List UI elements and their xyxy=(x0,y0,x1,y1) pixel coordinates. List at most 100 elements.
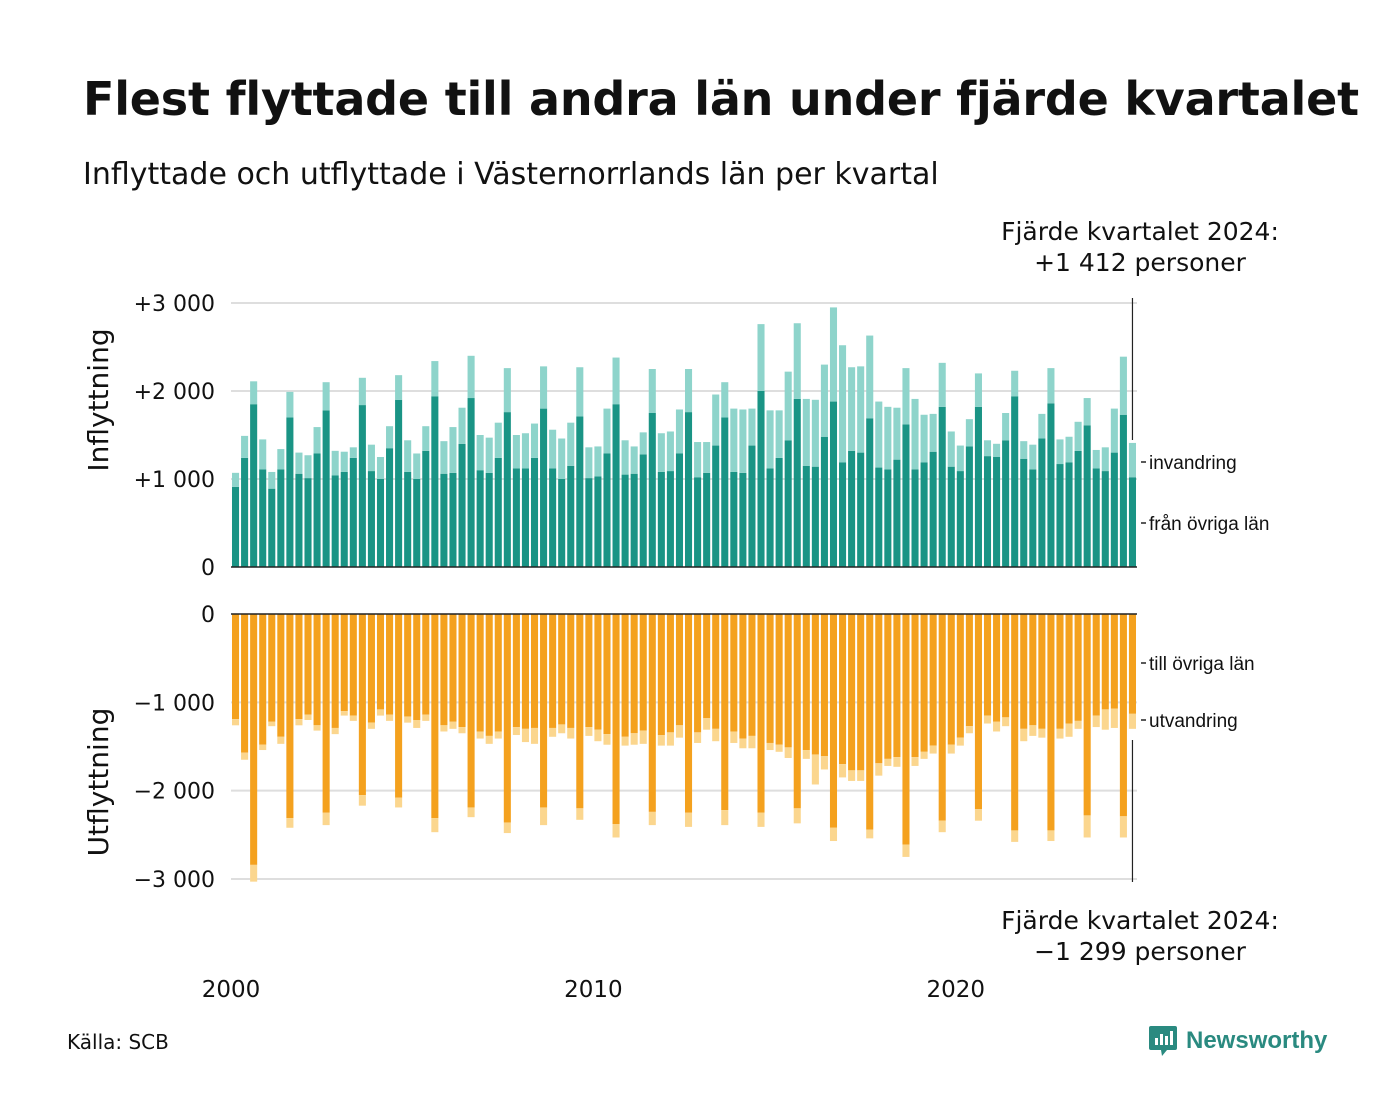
bar-emigration xyxy=(1065,723,1073,737)
bar-to-other-counties xyxy=(820,614,828,757)
chart-title: Flest flyttade till andra län under fjär… xyxy=(83,72,1359,126)
bar-immigration xyxy=(1065,436,1073,463)
bar-emigration xyxy=(413,720,421,728)
bar-to-other-counties xyxy=(431,614,439,819)
inflow-callout-line2: +1 412 personer xyxy=(1034,248,1246,277)
bar-emigration xyxy=(1128,713,1137,729)
bar-to-other-counties xyxy=(521,614,529,729)
outflow-ytick-label: −2 000 xyxy=(134,780,215,805)
bar-from-other-counties xyxy=(829,401,838,567)
bar-immigration xyxy=(1038,413,1046,439)
bar-to-other-counties xyxy=(540,614,548,808)
bar-emigration xyxy=(730,731,738,743)
bar-immigration xyxy=(965,419,973,447)
bar-emigration xyxy=(848,770,856,781)
inflow-ytick-label: 0 xyxy=(201,556,215,581)
bar-immigration xyxy=(295,452,303,474)
bar-emigration xyxy=(630,733,638,745)
bar-to-other-counties xyxy=(621,614,629,737)
bar-from-other-counties xyxy=(983,456,992,567)
bar-emigration xyxy=(657,735,665,746)
bar-emigration xyxy=(675,725,684,738)
bar-from-other-counties xyxy=(775,457,783,567)
bar-from-other-counties xyxy=(386,448,394,567)
bar-to-other-counties xyxy=(1020,614,1028,729)
bar-immigration xyxy=(802,398,810,466)
bar-emigration xyxy=(802,750,810,759)
bar-from-other-counties xyxy=(585,478,593,567)
outflow-callout-line1: Fjärde kvartalet 2024: xyxy=(1001,906,1279,935)
bar-to-other-counties xyxy=(811,614,819,755)
bar-immigration xyxy=(585,447,593,479)
bar-emigration xyxy=(1092,715,1100,728)
bar-immigration xyxy=(558,438,566,479)
bar-emigration xyxy=(811,754,819,785)
bar-to-other-counties xyxy=(277,614,285,737)
bar-from-other-counties xyxy=(1092,468,1100,567)
bar-emigration xyxy=(503,822,511,834)
bar-from-other-counties xyxy=(558,479,566,567)
bar-immigration xyxy=(422,426,430,451)
bar-to-other-counties xyxy=(666,614,674,733)
bar-from-other-counties xyxy=(694,477,702,567)
bar-emigration xyxy=(386,714,394,721)
bar-from-other-counties xyxy=(1029,469,1037,567)
bar-from-other-counties xyxy=(612,404,620,567)
bar-immigration xyxy=(440,441,448,474)
bar-emigration xyxy=(1011,830,1019,842)
bar-from-other-counties xyxy=(857,452,865,567)
bar-immigration xyxy=(1101,447,1109,472)
bar-emigration xyxy=(331,727,339,735)
bar-to-other-counties xyxy=(630,614,638,734)
bar-to-other-counties xyxy=(902,614,910,845)
bar-from-other-counties xyxy=(974,406,982,567)
bar-from-other-counties xyxy=(920,462,928,567)
bar-to-other-counties xyxy=(829,614,838,828)
bar-to-other-counties xyxy=(748,614,756,736)
bar-to-other-counties xyxy=(594,614,602,730)
bar-emigration xyxy=(947,744,955,754)
bar-immigration xyxy=(793,323,801,399)
bar-from-other-counties xyxy=(1083,425,1091,567)
bar-to-other-counties xyxy=(395,614,403,798)
bar-immigration xyxy=(766,410,774,469)
bar-to-other-counties xyxy=(530,614,539,728)
bar-from-other-counties xyxy=(449,472,457,567)
bar-to-other-counties xyxy=(839,614,847,765)
bar-to-other-counties xyxy=(1047,614,1055,831)
bar-from-other-counties xyxy=(911,469,919,567)
bar-to-other-counties xyxy=(603,614,611,735)
bar-immigration xyxy=(286,391,294,418)
bar-to-other-counties xyxy=(512,614,520,728)
bar-emigration xyxy=(1119,816,1127,838)
bar-from-other-counties xyxy=(739,472,747,567)
bar-immigration xyxy=(612,357,620,405)
bar-immigration xyxy=(1056,439,1064,465)
bar-emigration xyxy=(1110,708,1118,728)
bar-immigration xyxy=(866,335,874,419)
bar-from-other-counties xyxy=(1002,440,1010,567)
bar-emigration xyxy=(621,736,629,746)
bar-immigration xyxy=(757,324,765,391)
bar-immigration xyxy=(503,368,511,413)
bar-to-other-counties xyxy=(956,614,964,738)
bar-immigration xyxy=(1110,408,1118,453)
bar-from-other-counties xyxy=(494,457,502,567)
bar-from-other-counties xyxy=(530,457,539,567)
bar-from-other-counties xyxy=(268,488,276,567)
bar-from-other-counties xyxy=(286,417,294,567)
bar-from-other-counties xyxy=(549,468,557,567)
bar-immigration xyxy=(1029,444,1037,470)
bar-from-other-counties xyxy=(766,468,774,567)
bar-from-other-counties xyxy=(848,450,856,567)
bar-from-other-counties xyxy=(902,424,910,567)
bar-to-other-counties xyxy=(349,614,357,716)
bar-to-other-counties xyxy=(929,614,937,746)
bar-immigration xyxy=(367,444,375,472)
bar-immigration xyxy=(983,440,992,457)
bar-emigration xyxy=(839,764,847,778)
outflow-ytick-label: 0 xyxy=(201,603,215,628)
bar-from-other-counties xyxy=(277,469,285,567)
bar-to-other-counties xyxy=(766,614,774,743)
bar-emigration xyxy=(404,716,412,723)
